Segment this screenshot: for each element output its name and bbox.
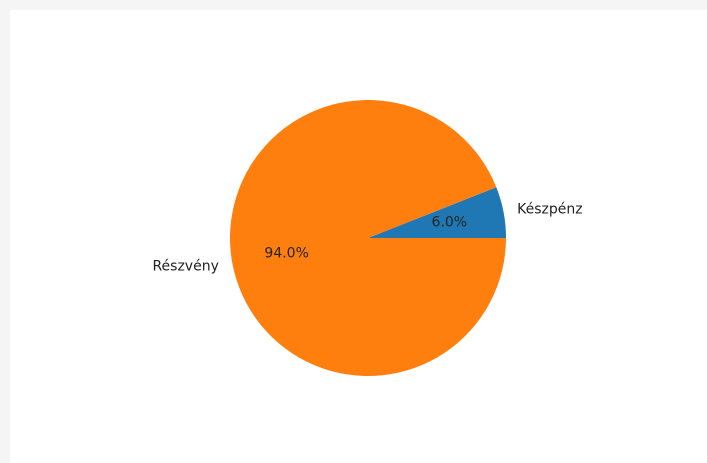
percent-label-reszveny: 94.0% xyxy=(264,246,308,262)
pie-slice-keszpenz xyxy=(368,187,506,238)
pie-slice-reszveny xyxy=(230,100,506,377)
pie-labels: Készpénz 6.0% Részvény 94.0% xyxy=(152,202,582,275)
pie-chart: Készpénz 6.0% Részvény 94.0% xyxy=(152,100,583,377)
slice-label-reszveny: Részvény xyxy=(152,258,218,274)
slice-label-keszpenz: Készpénz xyxy=(517,202,582,218)
percent-label-keszpenz: 6.0% xyxy=(432,214,468,230)
pie-slices xyxy=(230,100,506,377)
chart-card: Készpénz 6.0% Részvény 94.0% xyxy=(10,10,707,463)
